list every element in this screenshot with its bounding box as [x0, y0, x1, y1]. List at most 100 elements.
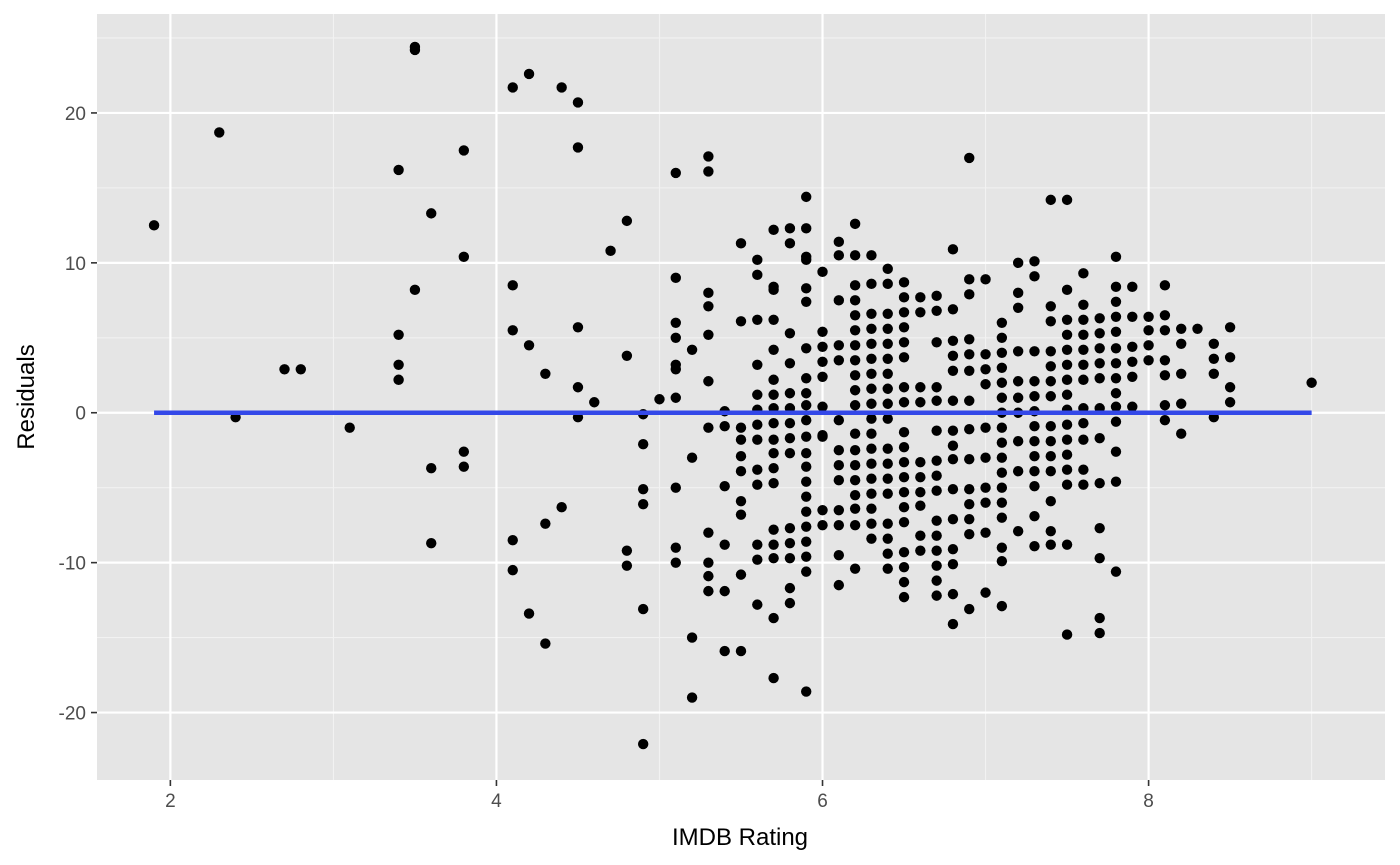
data-point	[1012, 302, 1024, 314]
data-point	[801, 521, 812, 532]
data-point	[768, 314, 779, 326]
data-point	[964, 513, 975, 525]
data-point	[1078, 418, 1089, 429]
data-point	[882, 278, 893, 290]
data-point	[703, 570, 714, 582]
data-point	[1029, 540, 1040, 552]
data-point	[1127, 371, 1138, 382]
data-point	[947, 543, 959, 555]
data-point	[393, 164, 404, 176]
data-point	[1159, 310, 1171, 321]
data-point	[996, 377, 1008, 388]
data-point	[703, 287, 714, 299]
data-point	[1061, 314, 1073, 326]
data-point	[964, 454, 975, 465]
data-point	[735, 316, 747, 327]
data-point	[556, 501, 567, 513]
data-point	[849, 519, 861, 531]
data-point	[686, 692, 698, 703]
data-point	[703, 557, 714, 568]
data-point	[1127, 341, 1138, 352]
data-point	[1127, 401, 1138, 412]
data-point	[1029, 480, 1040, 492]
data-point	[866, 473, 877, 484]
data-point	[882, 533, 893, 544]
data-point	[768, 448, 779, 459]
data-point	[947, 425, 959, 436]
data-point	[833, 250, 845, 261]
data-point	[670, 542, 681, 553]
data-point	[1110, 388, 1122, 399]
data-point	[572, 142, 584, 153]
data-point	[1061, 194, 1073, 206]
data-point	[915, 382, 926, 393]
data-point	[882, 473, 893, 484]
data-point	[1110, 251, 1122, 263]
data-point	[964, 334, 975, 345]
data-point	[996, 347, 1008, 358]
data-point	[1110, 326, 1122, 337]
data-point	[898, 382, 910, 393]
data-point	[393, 374, 404, 385]
data-point	[670, 364, 681, 375]
data-point	[866, 323, 877, 334]
data-point	[637, 498, 649, 510]
data-point	[768, 539, 779, 550]
data-point	[735, 466, 747, 477]
data-point	[898, 307, 910, 318]
data-point	[1110, 311, 1122, 323]
data-point	[980, 482, 991, 493]
data-point	[1094, 358, 1105, 369]
data-point	[1078, 268, 1089, 279]
data-point	[1078, 479, 1089, 490]
data-point	[980, 452, 991, 463]
data-point	[849, 460, 861, 471]
data-point	[915, 486, 926, 498]
data-point	[1045, 436, 1056, 447]
minor-gridlines	[97, 14, 1385, 780]
data-point	[1110, 401, 1122, 412]
x-axis-title: IMDB Rating	[672, 824, 808, 851]
data-point	[947, 350, 959, 361]
data-point	[1012, 466, 1024, 477]
data-point	[735, 451, 747, 462]
data-point	[507, 564, 518, 576]
data-point	[849, 563, 861, 574]
data-point	[1061, 434, 1073, 445]
data-point	[1045, 361, 1056, 372]
data-point	[621, 350, 633, 361]
data-point	[279, 364, 290, 375]
data-point	[1224, 322, 1236, 333]
data-point	[344, 422, 355, 433]
data-point	[1045, 421, 1056, 432]
data-point	[947, 304, 959, 315]
data-point	[996, 422, 1008, 433]
data-point	[931, 470, 942, 481]
data-point	[947, 618, 959, 630]
data-point	[1094, 552, 1105, 564]
data-point	[214, 127, 225, 138]
data-point	[735, 509, 747, 520]
data-point	[768, 389, 779, 400]
data-point	[768, 374, 779, 385]
data-point	[801, 448, 812, 459]
data-point	[980, 587, 991, 598]
data-point	[1045, 391, 1056, 402]
data-point	[1224, 382, 1236, 393]
data-point	[1061, 329, 1073, 340]
data-point	[1029, 510, 1040, 522]
data-point	[801, 686, 812, 697]
data-point	[507, 280, 518, 291]
data-point	[931, 560, 942, 571]
data-point	[801, 223, 812, 234]
data-point	[1110, 281, 1122, 293]
data-point	[1224, 352, 1236, 363]
data-point	[849, 474, 861, 486]
data-point	[915, 292, 926, 303]
data-point	[1094, 627, 1105, 639]
data-point	[735, 645, 747, 657]
data-point	[833, 519, 845, 531]
data-point	[621, 215, 633, 227]
data-point	[1078, 344, 1089, 355]
data-point	[719, 585, 730, 597]
